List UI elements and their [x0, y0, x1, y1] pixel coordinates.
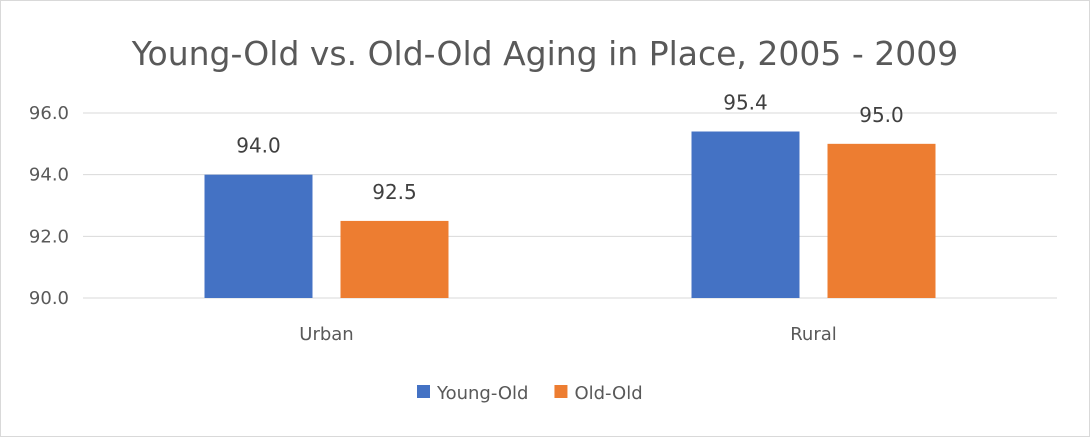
y-tick-label: 96.0 [29, 103, 69, 124]
data-label: 94.0 [236, 134, 281, 158]
data-label: 95.4 [723, 91, 768, 115]
category-label-urban: Urban [299, 324, 353, 345]
data-label: 92.5 [372, 180, 417, 204]
legend-label: Young-Old [436, 383, 528, 404]
bar-young-old-rural [691, 131, 800, 298]
bar-old-old-rural [827, 143, 936, 298]
legend-swatch [417, 385, 430, 398]
x-axis-categories: Urban Rural [299, 324, 837, 345]
bar-young-old-urban [204, 174, 313, 298]
legend-label: Old-Old [574, 383, 642, 404]
legend: Young-Old Old-Old [417, 383, 643, 404]
data-label: 95.0 [859, 103, 904, 127]
category-label-rural: Rural [790, 324, 837, 345]
bar-old-old-urban [340, 220, 449, 298]
data-labels: 94.0 92.5 95.4 95.0 [236, 91, 904, 204]
y-tick-label: 94.0 [29, 165, 69, 186]
legend-swatch [554, 385, 568, 398]
y-axis-ticks: 90.0 92.0 94.0 96.0 [29, 103, 69, 309]
y-tick-label: 92.0 [29, 226, 69, 247]
bars [204, 131, 936, 298]
chart-title: Young-Old vs. Old-Old Aging in Place, 20… [131, 34, 959, 73]
y-tick-label: 90.0 [29, 288, 69, 309]
